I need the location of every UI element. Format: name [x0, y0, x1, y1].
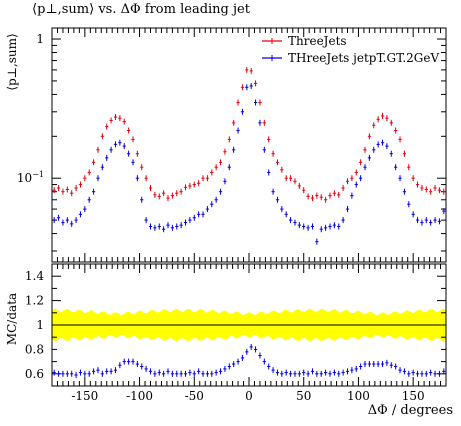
main-y-tick-label-1: 1: [36, 32, 44, 46]
ratio-y-tick-label: 1: [36, 318, 44, 332]
ratio-y-tick-label: 1.2: [25, 294, 44, 308]
ratio-x-tick-label: 100: [347, 389, 370, 403]
ratio-x-tick-label: -100: [126, 389, 153, 403]
legend-label: ThreeJets: [288, 34, 347, 48]
ratio-x-tick-label: 0: [245, 389, 253, 403]
legend-label: THreeJets jetpT.GT.2GeV: [288, 51, 439, 65]
chart-title: ⟨p⊥,sum⟩ vs. ΔΦ from leading jet: [32, 2, 250, 17]
ratio-x-tick-label: 150: [402, 389, 425, 403]
ratio-x-tick-label: -50: [185, 389, 204, 403]
main-y-tick-label-0.1: 10−1: [17, 170, 44, 185]
ratio-x-tick-label: 50: [296, 389, 311, 403]
ratio-y-tick-label: 0.8: [25, 342, 44, 356]
ratio-y-tick-label: 0.6: [25, 367, 44, 381]
x-axis-label: ΔΦ / degrees: [367, 403, 453, 418]
ratio-y-tick-label: 1.4: [25, 269, 44, 283]
ratio-x-tick-label: -150: [71, 389, 98, 403]
ratio-y-axis-label: MC/data: [5, 293, 19, 345]
main-y-axis-label: ⟨p⊥,sum⟩: [5, 33, 19, 90]
